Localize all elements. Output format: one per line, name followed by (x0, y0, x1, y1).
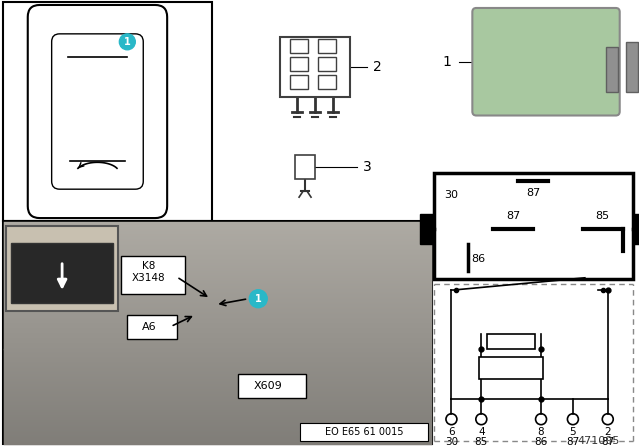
FancyBboxPatch shape (28, 5, 167, 218)
Bar (433, 173, 633, 279)
Text: 2: 2 (604, 427, 611, 437)
Bar (431, 2, 637, 171)
Bar (487, 334, 535, 349)
Text: 2: 2 (372, 60, 381, 74)
Bar (318, 75, 336, 89)
Bar (3, 2, 212, 221)
Bar (290, 57, 308, 71)
Text: 1: 1 (124, 37, 131, 47)
FancyBboxPatch shape (52, 34, 143, 189)
Bar (280, 37, 350, 97)
Bar (121, 256, 184, 294)
Bar (127, 314, 177, 339)
Text: 30: 30 (445, 437, 458, 447)
Bar (433, 284, 633, 441)
Text: 3: 3 (363, 160, 372, 174)
Bar (295, 155, 315, 179)
Bar (420, 214, 433, 244)
Bar (633, 214, 640, 244)
Text: A6: A6 (141, 322, 156, 332)
Text: 85: 85 (596, 211, 610, 221)
Text: 87: 87 (506, 211, 520, 221)
Text: 86: 86 (471, 254, 485, 264)
Bar (238, 375, 306, 398)
Bar (606, 47, 618, 91)
Text: 6: 6 (448, 427, 455, 437)
Bar (290, 39, 308, 53)
Text: 86: 86 (534, 437, 548, 447)
Bar (3, 221, 431, 444)
Text: 1: 1 (255, 294, 262, 304)
Text: K8
X3148: K8 X3148 (132, 261, 166, 283)
Text: 471095: 471095 (578, 436, 620, 446)
FancyBboxPatch shape (472, 8, 620, 116)
Text: 4: 4 (478, 427, 484, 437)
Bar (626, 42, 637, 91)
Bar (290, 75, 308, 89)
Text: 85: 85 (475, 437, 488, 447)
Bar (300, 423, 428, 441)
Bar (318, 57, 336, 71)
Bar (12, 243, 113, 303)
Circle shape (250, 290, 268, 308)
Text: 30: 30 (444, 190, 458, 200)
Text: X609: X609 (254, 381, 283, 392)
Bar (318, 39, 336, 53)
Text: 87: 87 (601, 437, 614, 447)
Text: 8: 8 (538, 427, 545, 437)
Circle shape (120, 34, 135, 50)
Text: 87: 87 (566, 437, 580, 447)
Text: 1: 1 (442, 55, 451, 69)
Bar (479, 358, 543, 379)
Text: EO E65 61 0015: EO E65 61 0015 (324, 427, 403, 437)
Bar (6, 226, 118, 310)
Text: 87: 87 (526, 188, 540, 198)
Text: 5: 5 (570, 427, 576, 437)
